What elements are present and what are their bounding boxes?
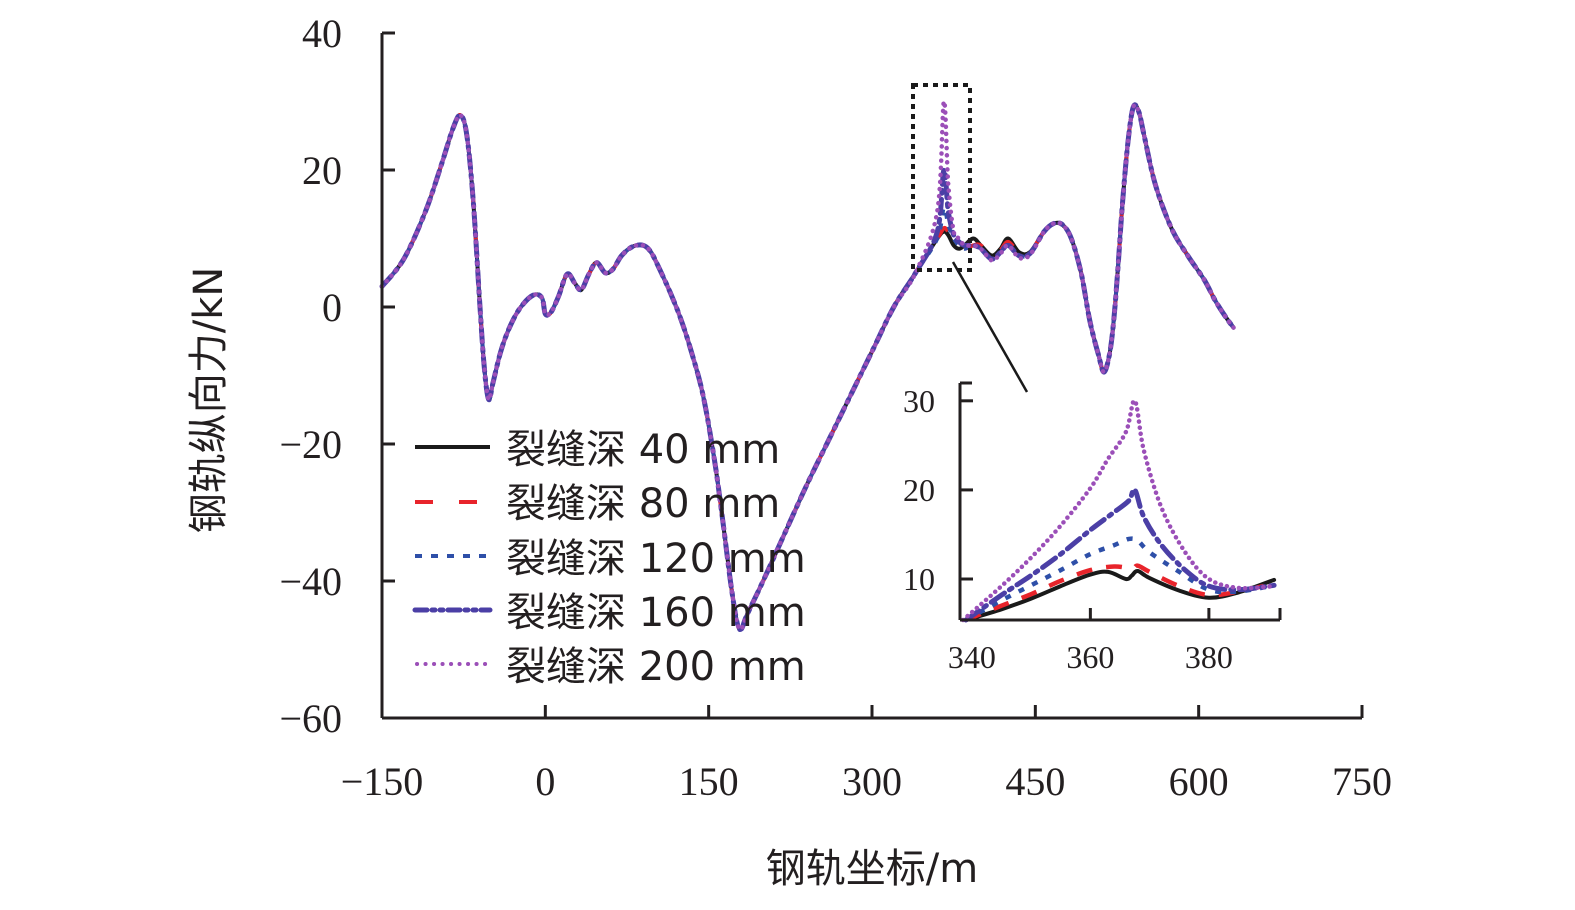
legend-item-120mm[interactable]: 裂缝深 120 mm — [415, 536, 806, 582]
x-tick-label: 150 — [679, 759, 739, 804]
legend-item-80mm[interactable]: 裂缝深 80 mm — [415, 481, 780, 527]
x-tick-label: 300 — [842, 759, 902, 804]
inset-series-line-3 — [964, 536, 1275, 622]
x-tick-label: 0 — [535, 759, 555, 804]
inset-y-tick-label: 30 — [903, 383, 935, 419]
y-tick-label: 0 — [322, 285, 342, 330]
legend-item-40mm[interactable]: 裂缝深 40 mm — [415, 427, 780, 473]
y-tick-label: −20 — [279, 422, 342, 467]
x-tick-label: 750 — [1332, 759, 1392, 804]
legend-item-200mm[interactable]: 裂缝深 200 mm — [415, 644, 806, 690]
inset-series-line-5 — [960, 398, 1277, 623]
zoom-box — [911, 83, 1029, 393]
inset-series-line-2 — [965, 563, 1275, 623]
y-axis-title: 钢轨纵向力/kN — [186, 267, 232, 534]
inset-x-tick-label: 380 — [1185, 639, 1233, 675]
x-tick-label: −150 — [341, 759, 424, 804]
legend: 裂缝深 40 mm 裂缝深 80 mm 裂缝深 120 mm 裂缝深 160 m… — [412, 427, 806, 690]
main-axes: 40 20 0 −20 −40 −60 −150 0 150 300 450 600 750 — [279, 11, 1392, 804]
inset-series-line-4 — [963, 486, 1277, 623]
legend-label-160mm: 裂缝深 160 mm — [506, 590, 806, 636]
y-tick-label: −60 — [279, 696, 342, 741]
inset-series-line-1 — [963, 568, 1277, 622]
inset-y-tick-label: 10 — [903, 561, 935, 597]
x-tick-label: 450 — [1005, 759, 1065, 804]
inset-x-tick-label: 360 — [1066, 639, 1114, 675]
inset-y-tick-label: 20 — [903, 472, 935, 508]
x-axis-title: 钢轨坐标/m — [766, 846, 978, 892]
x-tick-label: 600 — [1169, 759, 1229, 804]
y-tick-label: 20 — [302, 148, 342, 193]
legend-label-120mm: 裂缝深 120 mm — [506, 536, 806, 582]
main-plot-series — [379, 99, 1236, 632]
legend-label-40mm: 裂缝深 40 mm — [506, 427, 780, 473]
zoom-connector-line — [951, 261, 1029, 393]
legend-label-80mm: 裂缝深 80 mm — [506, 481, 780, 527]
inset-x-tick-label: 340 — [948, 639, 996, 675]
legend-item-160mm[interactable]: 裂缝深 160 mm — [412, 590, 806, 636]
zoom-box-rect — [911, 83, 972, 272]
main-series-line-5 — [379, 99, 1236, 632]
legend-label-200mm: 裂缝深 200 mm — [506, 644, 806, 690]
inset-plot: 30 20 10 340 360 380 — [903, 381, 1282, 675]
y-tick-label: 40 — [302, 11, 342, 56]
y-tick-label: −40 — [279, 559, 342, 604]
